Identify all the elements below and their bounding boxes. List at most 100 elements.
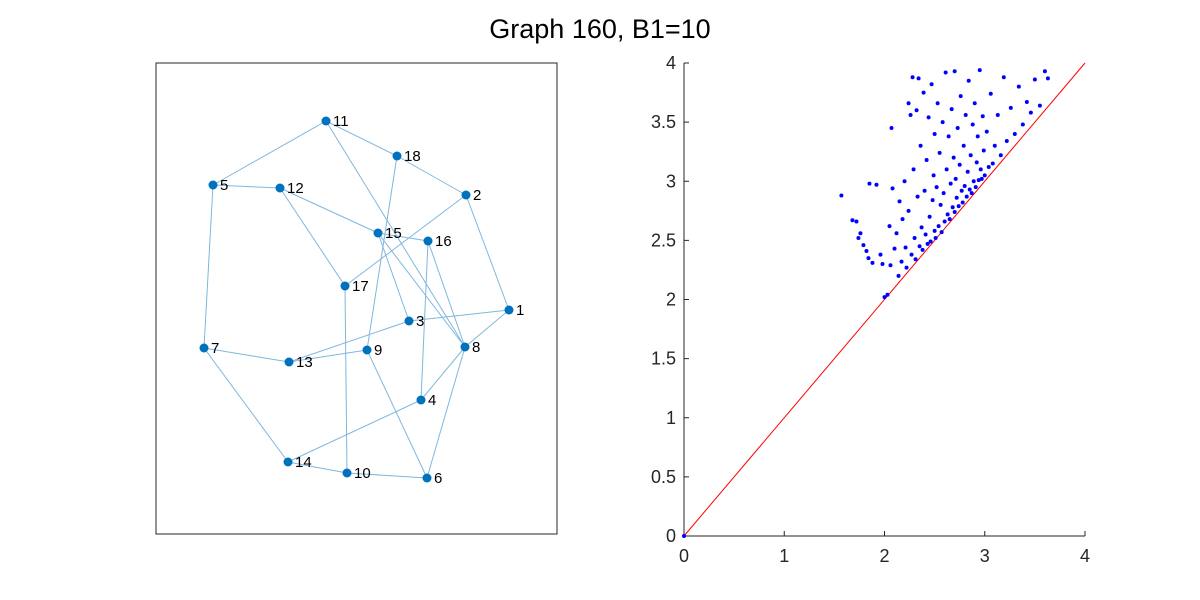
scatter-point-9 (866, 256, 871, 261)
scatter-point-98 (973, 185, 978, 190)
graph-edge-1-3 (408, 309, 510, 322)
scatter-point-3 (854, 219, 859, 224)
scatter-point-32 (909, 252, 914, 257)
graph-node-16 (423, 236, 433, 246)
scatter-point-116 (1004, 139, 1009, 144)
scatter-point-89 (964, 194, 969, 199)
scatter-point-58 (934, 185, 939, 190)
graph-node-6 (422, 473, 432, 483)
graph-edge-15-3 (377, 232, 410, 322)
graph-node-label-3: 3 (416, 313, 424, 330)
scatter-point-60 (936, 224, 941, 229)
scatter-point-126 (1045, 76, 1050, 81)
graph-node-12 (275, 183, 285, 193)
scatter-point-92 (967, 187, 972, 192)
graph-node-10 (342, 468, 352, 478)
scatter-point-54 (931, 173, 936, 178)
graph-edge-11-8 (325, 120, 466, 348)
scatter-point-109 (986, 165, 991, 170)
scatter-point-41 (918, 143, 923, 148)
scatter-point-17 (888, 263, 893, 268)
scatter-point-102 (977, 68, 982, 73)
scatter-point-31 (908, 113, 913, 118)
graph-edge-3-13 (288, 320, 410, 363)
x-tick-label-3: 3 (980, 546, 990, 566)
graph-node-17 (340, 281, 350, 291)
scatter-point-115 (1001, 75, 1006, 80)
scatter-point-96 (971, 179, 976, 184)
graph-node-label-1: 1 (516, 302, 524, 319)
scatter-point-73 (949, 107, 954, 112)
scatter-point-122 (1028, 110, 1033, 115)
scatter-point-87 (962, 183, 967, 188)
figure-title: Graph 160, B1=10 (489, 14, 710, 44)
graph-edge-8-6 (426, 346, 466, 479)
graph-node-15 (373, 228, 383, 238)
scatter-point-79 (954, 195, 959, 200)
graph-node-label-15: 15 (385, 225, 402, 242)
scatter-point-42 (919, 225, 924, 230)
scatter-point-69 (945, 212, 950, 217)
scatter-point-0 (682, 534, 686, 538)
scatter-point-44 (921, 90, 926, 95)
graph-node-3 (404, 316, 414, 326)
scatter-point-65 (941, 191, 946, 196)
scatter-point-66 (942, 219, 947, 224)
scatter-point-21 (894, 231, 899, 236)
graph-node-label-6: 6 (434, 470, 442, 487)
graph-edges (203, 120, 510, 479)
scatter-point-51 (928, 239, 933, 244)
graph-edge-11-18 (325, 120, 398, 157)
graph-node-label-11: 11 (333, 113, 349, 130)
graph-edge-16-4 (420, 240, 429, 401)
scatter-point-88 (963, 113, 968, 118)
scatter-point-56 (932, 131, 937, 136)
scatter-point-19 (890, 186, 895, 191)
scatter-point-104 (979, 176, 984, 181)
graph-node-label-5: 5 (220, 177, 228, 194)
scatter-point-2 (850, 218, 855, 223)
graph-node-1 (504, 305, 514, 315)
graph-edge-2-1 (465, 194, 510, 311)
scatter-point-84 (959, 188, 964, 193)
scatter-point-91 (966, 78, 971, 83)
graph-edge-12-15 (279, 187, 379, 234)
scatter-point-123 (1032, 77, 1037, 82)
graph-node-5 (208, 180, 218, 190)
scatter-point-4 (856, 236, 861, 241)
graph-axes-box (155, 62, 558, 535)
graph-node-9 (362, 345, 372, 355)
y-tick-label-4: 4 (666, 53, 676, 73)
scatter-ticks: 0 1 2 3 4 0 0.5 1 1.5 2 2.5 3 3.5 4 (651, 53, 1090, 566)
scatter-point-105 (980, 114, 985, 119)
graph-edge-18-2 (396, 155, 467, 196)
scatter-point-85 (960, 200, 965, 205)
scatter-point-26 (902, 179, 907, 184)
scatter-point-35 (912, 236, 917, 241)
scatter-point-46 (923, 232, 928, 237)
y-tick-label-0.5: 0.5 (651, 467, 676, 487)
graph-edge-16-8 (427, 240, 466, 348)
scatter-point-20 (892, 246, 897, 251)
y-tick-label-3: 3 (666, 171, 676, 191)
scatter-point-14 (882, 295, 887, 300)
graph-edge-5-7 (203, 184, 214, 349)
graph-node-label-2: 2 (473, 187, 481, 204)
diagonal-line (683, 62, 1086, 537)
scatter-point-62 (938, 202, 943, 207)
scatter-point-95 (970, 122, 975, 127)
graph-edge-10-6 (346, 472, 428, 479)
scatter-point-16 (887, 224, 892, 229)
graph-node-label-18: 18 (404, 148, 421, 165)
scatter-point-30 (906, 208, 911, 213)
graph-node-18 (392, 151, 402, 161)
graph-edge-11-5 (212, 120, 327, 186)
scatter-point-45 (922, 188, 927, 193)
scatter-point-5 (858, 231, 863, 236)
scatter-point-103 (978, 167, 983, 172)
scatter-point-22 (896, 273, 901, 278)
scatter-point-86 (961, 143, 966, 148)
graph-node-label-17: 17 (352, 278, 369, 295)
scatter-point-99 (974, 160, 979, 165)
